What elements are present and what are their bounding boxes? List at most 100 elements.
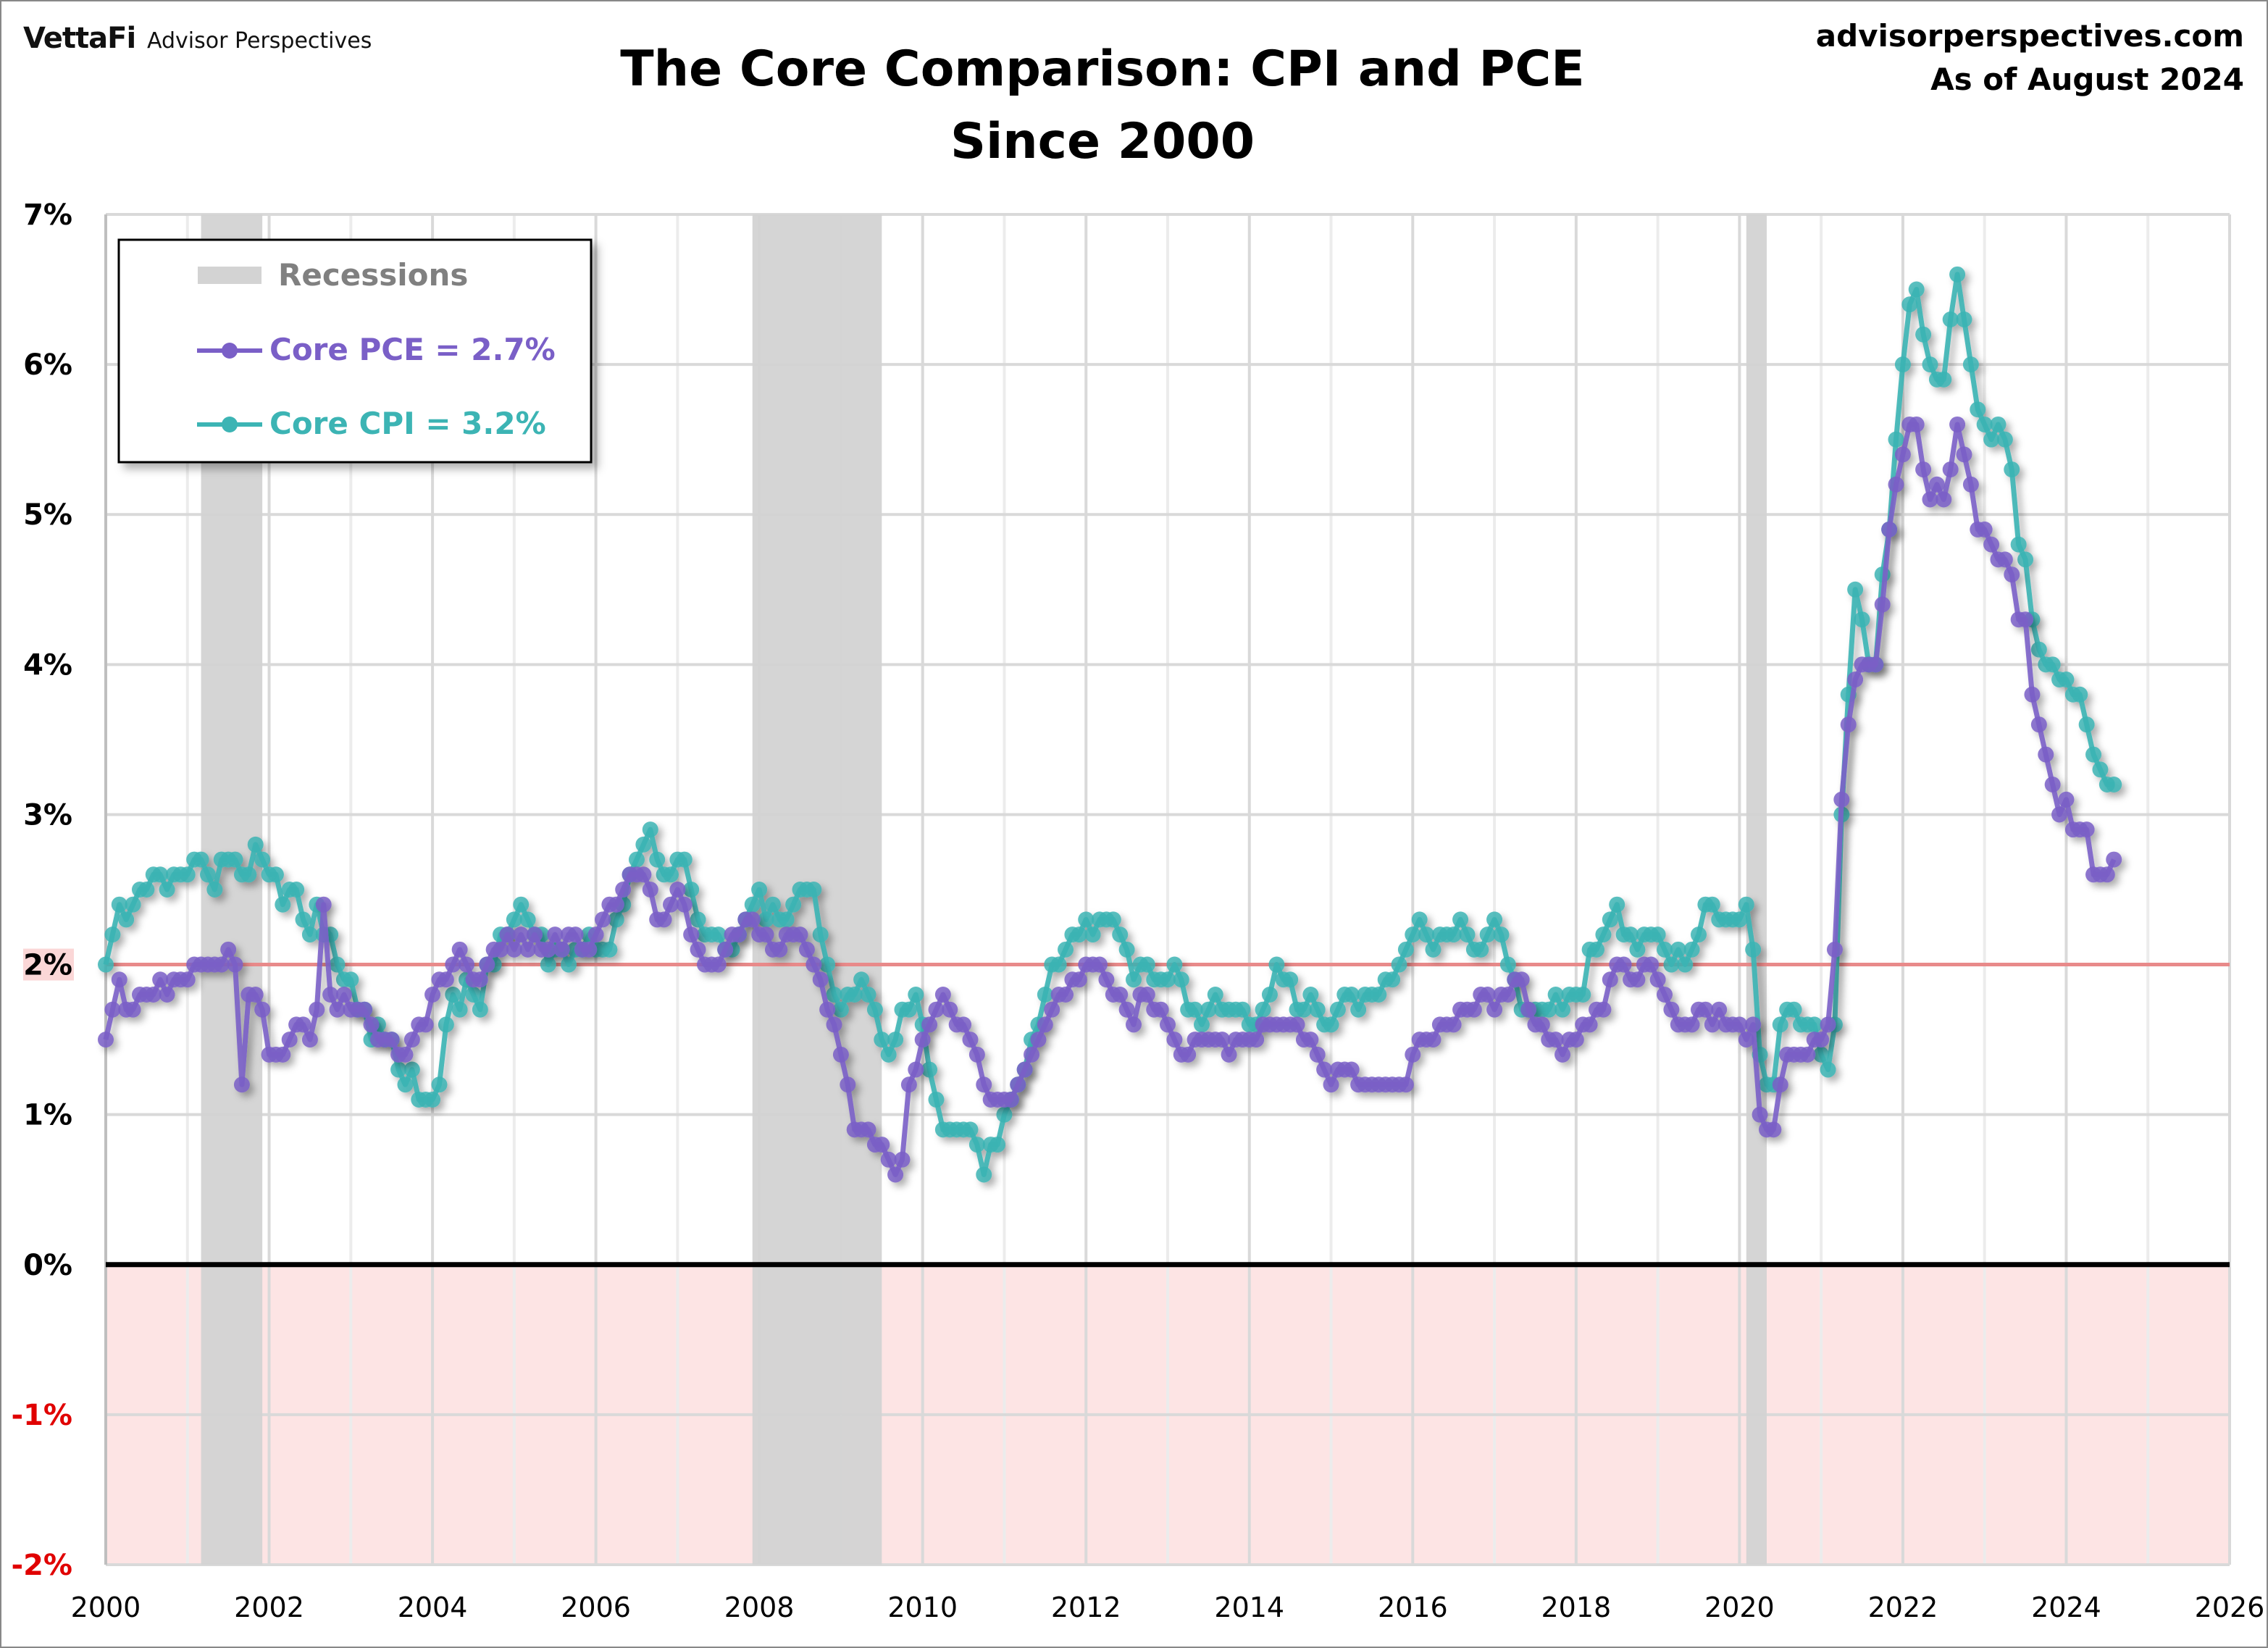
data-point — [295, 911, 311, 928]
data-point — [247, 986, 264, 1003]
y-tick-label: -2% — [11, 1549, 72, 1582]
x-tick-label: 2018 — [1541, 1591, 1611, 1623]
data-point — [1343, 986, 1360, 1003]
legend-cpi-label: Core CPI = 3.2% — [269, 406, 546, 441]
data-point — [179, 866, 196, 883]
data-point — [1677, 956, 1694, 973]
data-point — [1609, 896, 1625, 913]
data-point — [615, 882, 632, 898]
data-point — [1772, 1076, 1788, 1093]
data-point — [424, 986, 441, 1003]
data-point — [840, 1076, 856, 1093]
data-point — [1745, 1016, 1762, 1033]
data-point — [874, 1137, 890, 1153]
data-point — [894, 1151, 911, 1168]
data-point — [874, 1032, 890, 1048]
data-point — [1112, 986, 1129, 1003]
data-point — [1397, 941, 1414, 958]
x-tick-label: 2022 — [1868, 1591, 1938, 1623]
data-point — [2078, 821, 2095, 838]
data-point — [329, 956, 346, 973]
data-point — [1623, 927, 1639, 943]
data-point — [465, 986, 482, 1003]
data-point — [1840, 716, 1857, 733]
data-point — [1888, 431, 1904, 448]
data-point — [1323, 1016, 1339, 1033]
data-point — [179, 971, 196, 988]
data-point — [642, 821, 658, 838]
data-point — [819, 1001, 836, 1018]
data-point — [832, 1046, 849, 1063]
data-point — [1826, 941, 1843, 958]
data-point — [98, 1032, 114, 1048]
data-point — [1411, 911, 1428, 928]
data-point — [1901, 296, 1918, 313]
data-point — [267, 866, 284, 883]
data-point — [1649, 927, 1666, 943]
data-point — [778, 911, 795, 928]
data-point — [1452, 911, 1469, 928]
x-tick-label: 2014 — [1214, 1591, 1284, 1623]
data-point — [785, 896, 802, 913]
data-point — [125, 896, 141, 913]
data-point — [1350, 1001, 1367, 1018]
data-point — [826, 986, 842, 1003]
data-point — [934, 986, 951, 1003]
data-point — [1050, 956, 1067, 973]
data-point — [1575, 986, 1591, 1003]
data-point — [1037, 986, 1053, 1003]
data-point — [764, 896, 781, 913]
data-point — [159, 882, 175, 898]
data-point — [1983, 431, 2000, 448]
data-point — [403, 1032, 420, 1048]
x-tick-label: 2008 — [724, 1591, 795, 1623]
data-point — [451, 941, 468, 958]
data-point — [295, 1016, 311, 1033]
data-point — [2092, 761, 2109, 778]
data-point — [1289, 1016, 1305, 1033]
data-point — [451, 1001, 468, 1018]
data-point — [1663, 1001, 1680, 1018]
data-point — [656, 911, 672, 928]
data-point — [159, 986, 175, 1003]
data-point — [1942, 461, 1959, 478]
data-point — [846, 986, 863, 1003]
x-tick-label: 2010 — [887, 1591, 958, 1623]
data-point — [301, 927, 318, 943]
data-point — [152, 971, 169, 988]
data-point — [459, 956, 475, 973]
data-point — [1589, 941, 1605, 958]
data-point — [1874, 596, 1891, 613]
x-tick-label: 2020 — [1704, 1591, 1775, 1623]
data-point — [629, 851, 645, 868]
data-point — [1166, 956, 1183, 973]
data-point — [1118, 1001, 1135, 1018]
data-point — [710, 927, 727, 943]
data-point — [805, 956, 822, 973]
data-point — [506, 941, 522, 958]
data-point — [1922, 491, 1938, 508]
data-point — [1302, 986, 1319, 1003]
data-point — [322, 986, 339, 1003]
data-point — [1704, 1016, 1720, 1033]
x-tick-label: 2024 — [2031, 1591, 2101, 1623]
data-point — [792, 927, 808, 943]
data-point — [540, 941, 556, 958]
data-point — [2030, 641, 2047, 658]
data-point — [499, 927, 516, 943]
data-point — [1657, 941, 1673, 958]
data-point — [547, 927, 564, 943]
data-point — [2106, 777, 2122, 793]
data-point — [227, 956, 243, 973]
data-point — [928, 1091, 945, 1108]
data-point — [1976, 521, 1993, 538]
data-point — [431, 1076, 448, 1093]
chart-subtitle: Since 2000 — [950, 113, 1255, 170]
data-point — [2030, 716, 2047, 733]
data-point — [1092, 956, 1108, 973]
data-point — [288, 882, 305, 898]
data-point — [275, 1046, 291, 1063]
data-point — [1942, 311, 1959, 327]
data-point — [1922, 356, 1938, 373]
data-point — [445, 956, 461, 973]
